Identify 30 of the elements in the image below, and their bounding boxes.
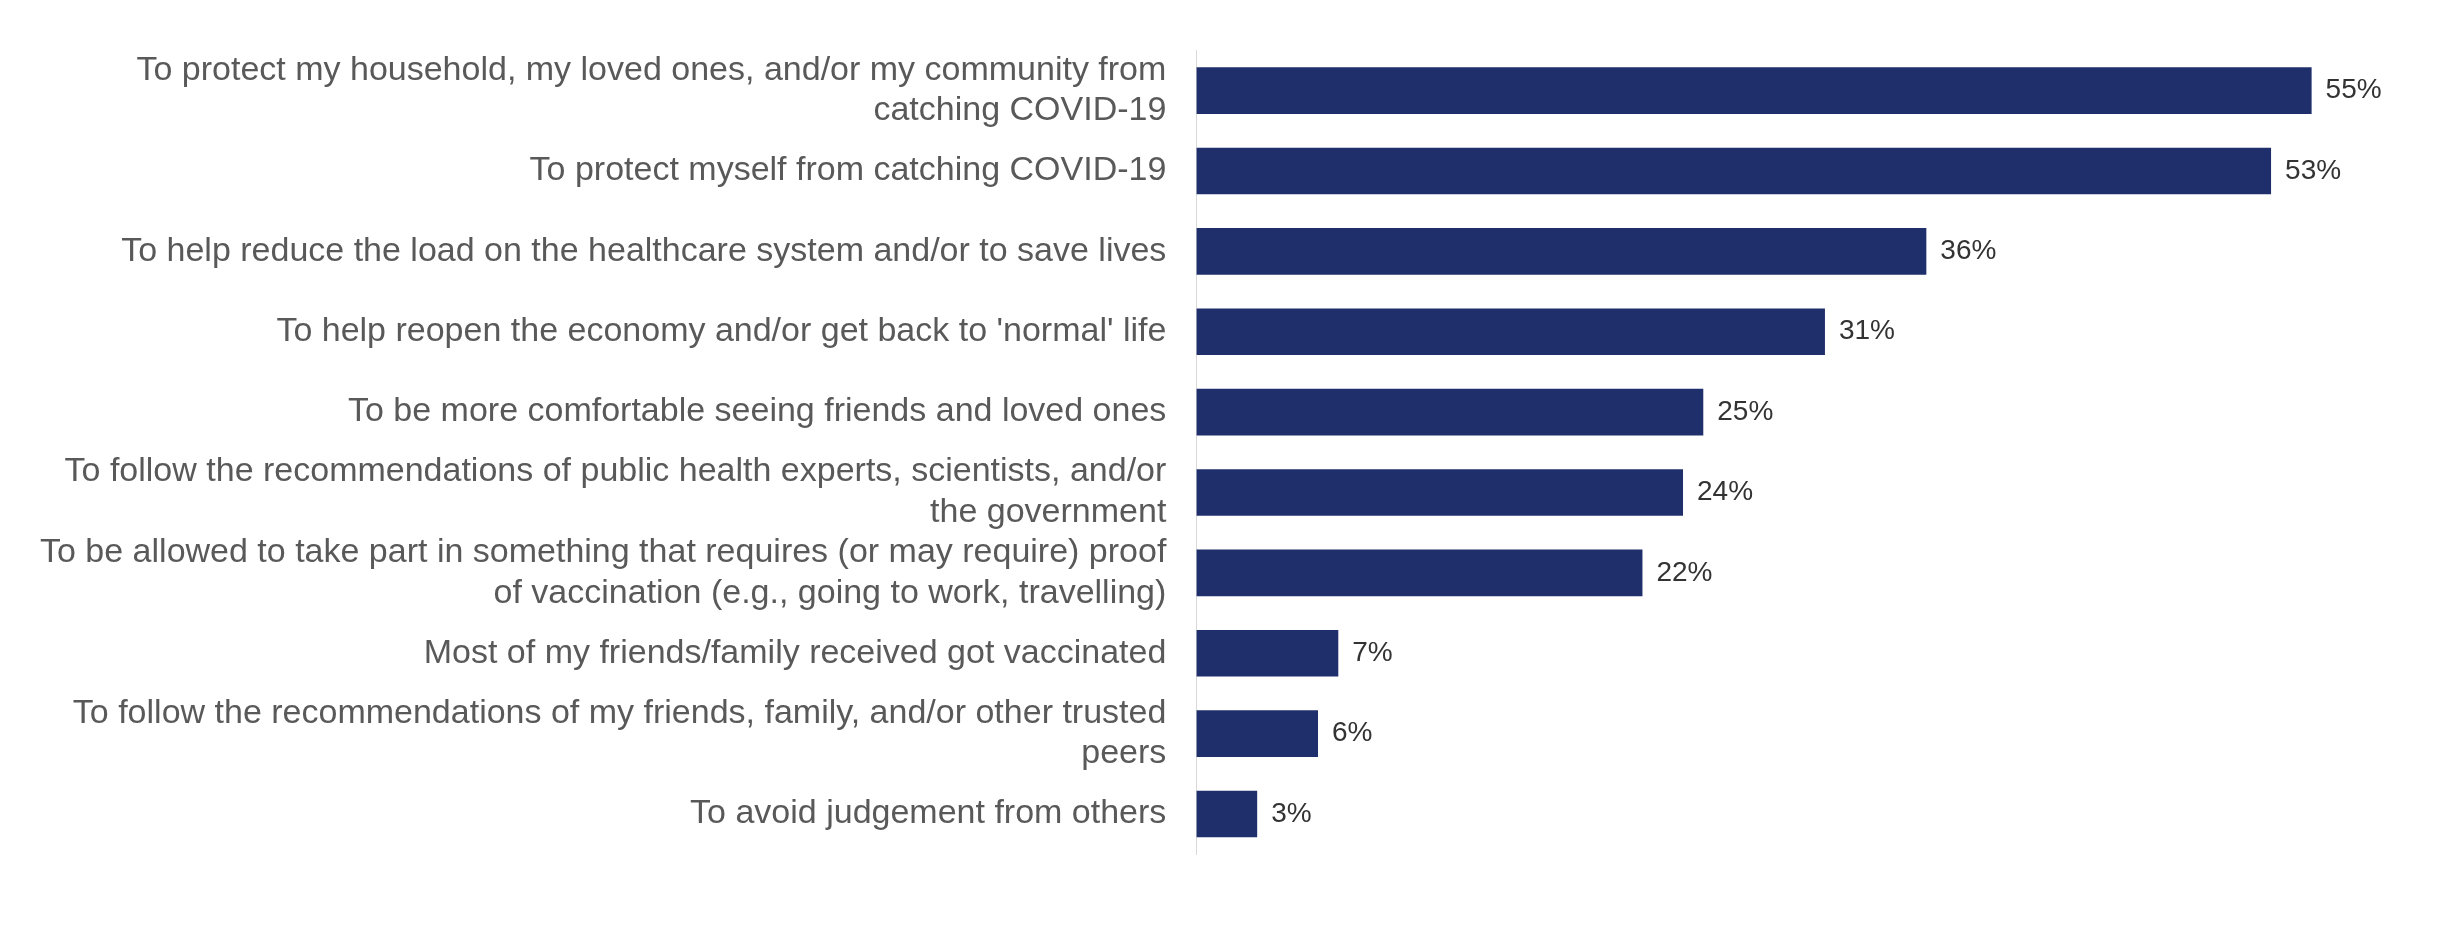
data-label: 22% [1656, 555, 1713, 587]
y-tick-label: To avoid judgement from others [690, 792, 1167, 831]
data-label: 7% [1352, 635, 1393, 667]
data-label: 53% [2285, 153, 2342, 185]
bar [1196, 147, 2272, 195]
data-label: 3% [1271, 796, 1312, 828]
y-tick-label: To be more comfortable seeing friends and loved ones [347, 390, 1167, 429]
y-tick-label: To help reopen the economy and/or get back to 'normal' life [276, 310, 1167, 349]
y-tick-label: Most of my friends/family received got vaccinated [423, 631, 1167, 670]
data-label: 55% [2325, 73, 2382, 105]
bar [1196, 549, 1643, 597]
y-tick-label: To follow the recommendations of public health experts, scientists, and/or the government [64, 450, 1167, 530]
data-label: 24% [1697, 475, 1754, 507]
y-tick-label: To follow the recommendations of my friends, family, and/or other trusted peers [72, 691, 1167, 771]
bar [1196, 67, 2312, 114]
bar [1196, 388, 1704, 436]
bar [1196, 228, 1927, 275]
data-label: 25% [1717, 394, 1774, 426]
bar [1196, 710, 1319, 757]
data-label: 36% [1940, 234, 1997, 266]
y-tick-label: To protect myself from catching COVID-19 [529, 149, 1167, 188]
data-label: 31% [1838, 314, 1895, 346]
y-tick-label: To be allowed to take part in something that requires (or may require) proof of vaccination (e.g., going to work, travelling) [39, 530, 1167, 610]
bar [1196, 629, 1339, 677]
bar [1196, 469, 1684, 516]
data-label: 6% [1332, 716, 1373, 748]
bar [1196, 790, 1258, 838]
y-tick-label: To protect my household, my loved ones, and/or my community from catching COVID-19 [136, 48, 1167, 128]
bar [1196, 308, 1825, 356]
y-tick-label: To help reduce the load on the healthcare system and/or to save lives [121, 229, 1167, 268]
